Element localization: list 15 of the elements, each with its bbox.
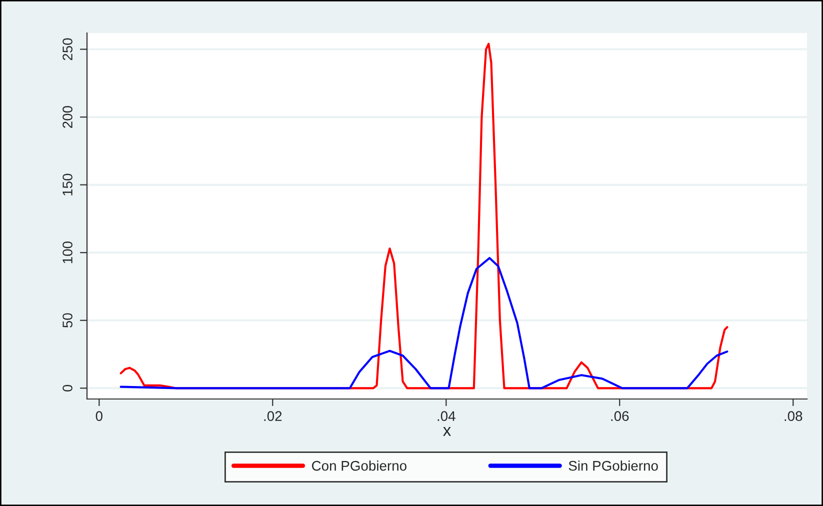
x-tick-label: .08 [784,411,802,422]
x-tick-label: 0 [96,411,102,422]
x-tick-label: .04 [438,411,456,422]
y-tick-label: 200 [62,106,72,128]
legend-label: Con PGobierno [312,460,406,471]
y-tick-label: 50 [62,313,72,328]
legend-label: Sin PGobierno [568,460,658,471]
line-series [120,256,728,390]
x-tick-label: .02 [264,411,282,422]
y-tick-label: 0 [62,384,72,392]
y-tick-label: 250 [62,38,72,60]
y-tick-label: 150 [62,174,72,196]
y-tick-label: 100 [62,242,72,264]
x-axis-title: x [443,427,451,436]
x-tick-label: .06 [611,411,629,422]
